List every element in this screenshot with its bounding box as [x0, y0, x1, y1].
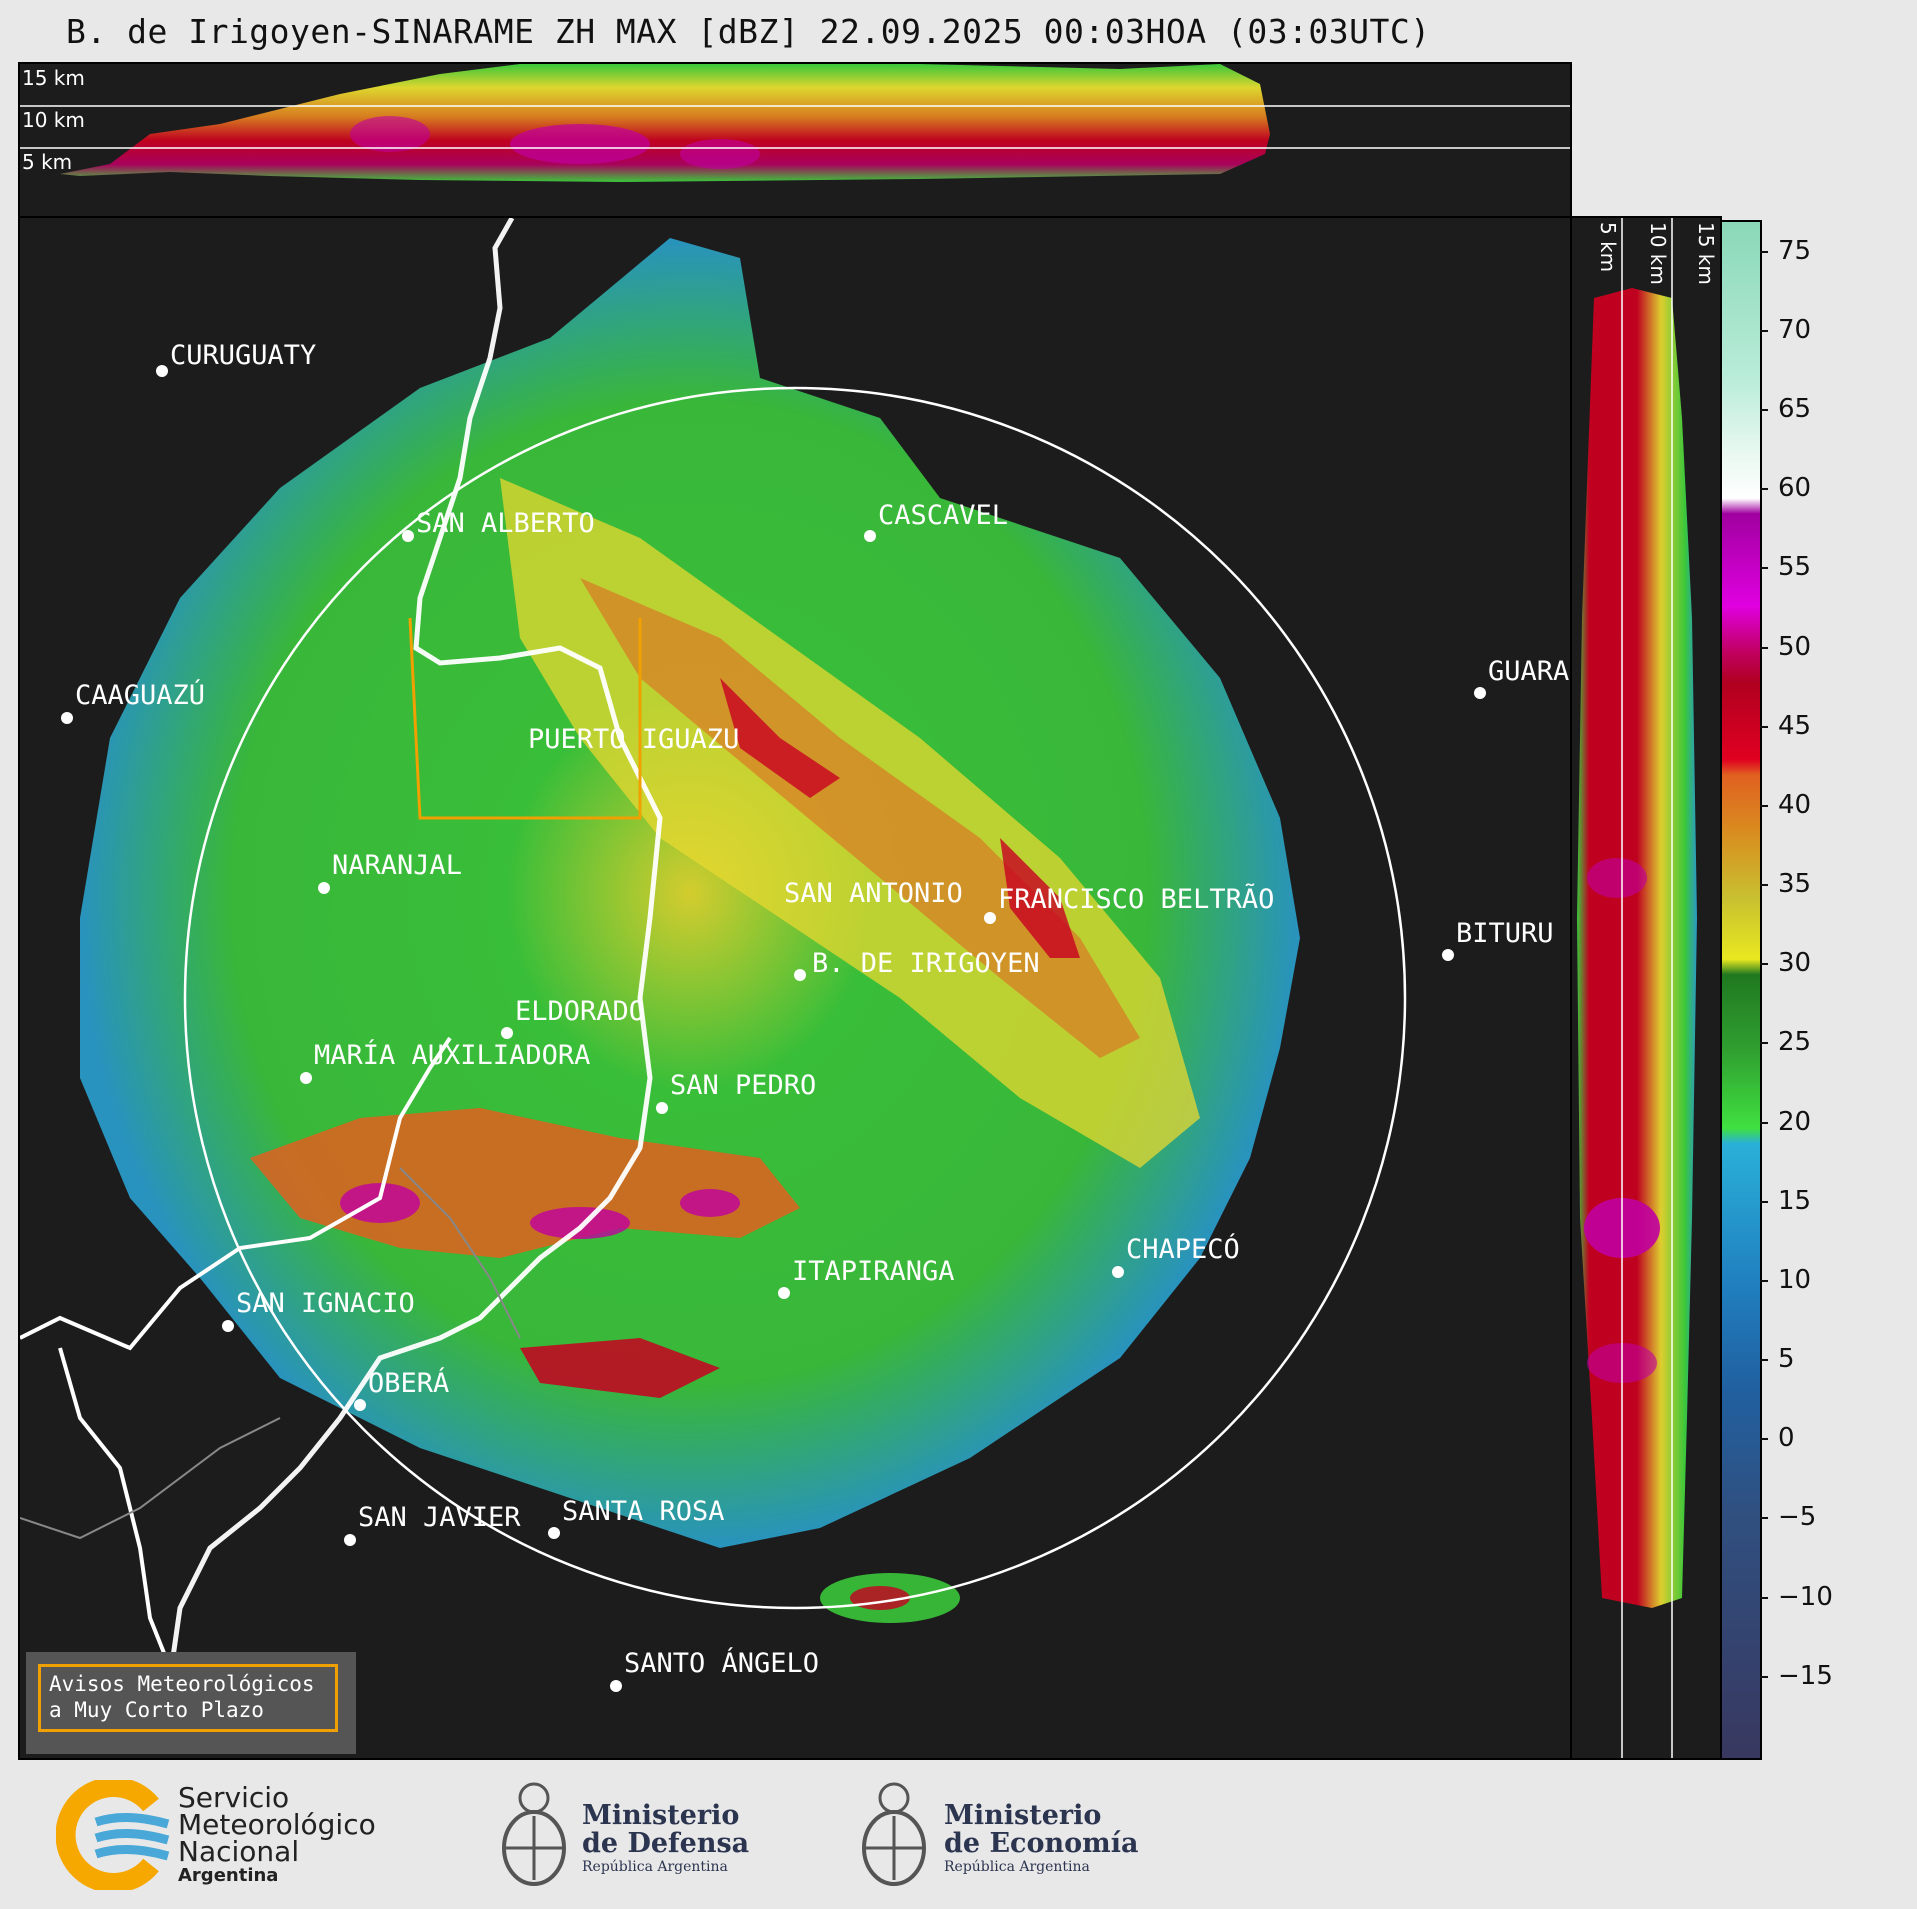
- city-label-francisco-beltrao: FRANCISCO BELTRÃO: [998, 884, 1275, 915]
- colorbar-tick-mark: [1760, 1279, 1768, 1282]
- colorbar-tick-mark: [1760, 804, 1768, 807]
- colorbar-tick-mark: [1760, 884, 1768, 887]
- radar-echo-layer: [20, 218, 1486, 1749]
- colorbar-tick-mark: [1760, 567, 1768, 570]
- colorbar-tick-mark: [1760, 646, 1768, 649]
- colorbar-tick-label: 15: [1778, 1185, 1812, 1216]
- economia-line-2: de Economía: [944, 1828, 1139, 1859]
- colorbar-tick-mark: [1760, 329, 1768, 332]
- colorbar-tick-label: 0: [1778, 1423, 1795, 1454]
- notice-line-1: Avisos Meteorológicos: [49, 1672, 315, 1696]
- city-label-san-ignacio: SAN IGNACIO: [236, 1288, 415, 1319]
- city-label-san-alberto: SAN ALBERTO: [416, 508, 595, 539]
- city-label-santo-angelo: SANTO ÁNGELO: [624, 1648, 820, 1679]
- page-title: B. de Irigoyen-SINARAME ZH MAX [dBZ] 22.…: [66, 12, 1431, 51]
- defensa-line-3: República Argentina: [582, 1859, 728, 1875]
- economia-logo-text: Ministerio de Economía República Argenti…: [944, 1802, 1138, 1876]
- defensa-line-1: Ministerio: [582, 1800, 740, 1831]
- city-label-san-antonio: SAN ANTONIO: [784, 878, 963, 909]
- notice-box: Avisos Meteorológicos a Muy Corto Plazo: [26, 1652, 356, 1754]
- radar-map: CURUGUATY SAN ALBERTO CASCAVEL CAAGUAZÚ …: [18, 216, 1572, 1760]
- city-markers: [61, 365, 1486, 1692]
- side-height-label-15km: 15 km: [1694, 222, 1718, 285]
- colorbar-tick-mark: [1760, 1438, 1768, 1441]
- colorbar-tick-mark: [1760, 1200, 1768, 1203]
- colorbar-tick-label: 45: [1778, 710, 1812, 741]
- smn-logo-icon: [56, 1780, 170, 1890]
- city-label-san-javier: SAN JAVIER: [358, 1502, 521, 1533]
- smn-line-2: Meteorológico: [178, 1808, 376, 1841]
- colorbar-tick-mark: [1760, 1596, 1768, 1599]
- side-cross-section-echo: [1577, 218, 1697, 1758]
- defensa-line-2: de Defensa: [582, 1828, 750, 1859]
- city-label-curuguaty: CURUGUATY: [170, 340, 317, 371]
- colorbar-tick-label: 55: [1778, 552, 1812, 583]
- city-label-chapeco: CHAPECÓ: [1126, 1234, 1240, 1265]
- economia-seal-icon: [862, 1782, 926, 1886]
- defensa-logo-text: Ministerio de Defensa República Argentin…: [582, 1802, 749, 1876]
- side-height-label-10km: 10 km: [1646, 222, 1670, 285]
- city-label-maria-auxiliadora: MARÍA AUXILIADORA: [314, 1040, 591, 1071]
- colorbar-tick-mark: [1760, 409, 1768, 412]
- colorbar-tick-mark: [1760, 250, 1768, 253]
- height-label-10km: 10 km: [22, 108, 85, 132]
- colorbar-tick-mark: [1760, 725, 1768, 728]
- notice-line-2: a Muy Corto Plazo: [49, 1698, 264, 1722]
- smn-line-4: Argentina: [178, 1865, 279, 1886]
- smn-logo-text: Servicio Meteorológico Nacional Argentin…: [178, 1784, 376, 1887]
- height-label-15km: 15 km: [22, 66, 85, 90]
- colorbar-tick-mark: [1760, 1675, 1768, 1678]
- colorbar-tick-label: 65: [1778, 394, 1812, 425]
- city-label-bituru: BITURU: [1456, 918, 1554, 949]
- colorbar-tick-mark: [1760, 1359, 1768, 1362]
- dbz-colorbar: [1720, 220, 1762, 1760]
- city-label-naranjal: NARANJAL: [332, 850, 463, 881]
- smn-line-1: Servicio: [178, 1781, 290, 1814]
- top-cross-section: 15 km 10 km 5 km: [18, 62, 1572, 218]
- colorbar-tick-mark: [1760, 1121, 1768, 1124]
- economia-line-3: República Argentina: [944, 1859, 1090, 1875]
- colorbar-tick-label: −10: [1778, 1581, 1833, 1612]
- city-label-guara: GUARA: [1488, 656, 1570, 687]
- side-height-label-5km: 5 km: [1596, 222, 1620, 273]
- colorbar-tick-mark: [1760, 1517, 1768, 1520]
- notice-frame: Avisos Meteorológicos a Muy Corto Plazo: [38, 1664, 338, 1732]
- colorbar-tick-label: 75: [1778, 235, 1812, 266]
- colorbar-tick-label: 20: [1778, 1106, 1812, 1137]
- colorbar-tick-mark: [1760, 963, 1768, 966]
- colorbar-tick-label: 35: [1778, 869, 1812, 900]
- colorbar-tick-label: 70: [1778, 314, 1812, 345]
- side-cross-section: 5 km 10 km 15 km: [1570, 216, 1722, 1760]
- city-label-santa-rosa: SANTA ROSA: [562, 1496, 725, 1527]
- city-label-san-pedro: SAN PEDRO: [670, 1070, 817, 1101]
- colorbar-tick-mark: [1760, 488, 1768, 491]
- economia-line-1: Ministerio: [944, 1800, 1102, 1831]
- colorbar-tick-mark: [1760, 1042, 1768, 1045]
- city-label-eldorado: ELDORADO: [515, 996, 646, 1027]
- city-label-itapiranga: ITAPIRANGA: [792, 1256, 955, 1287]
- colorbar-tick-label: 50: [1778, 631, 1812, 662]
- city-label-obera: OBERÁ: [368, 1368, 450, 1399]
- smn-line-3: Nacional: [178, 1835, 300, 1868]
- colorbar-tick-label: 60: [1778, 473, 1812, 504]
- city-label-caaguazu: CAAGUAZÚ: [75, 680, 206, 711]
- colorbar-tick-label: 10: [1778, 1264, 1812, 1295]
- city-label-puerto-iguazu: PUERTO IGUAZU: [528, 724, 740, 755]
- city-label-cascavel: CASCAVEL: [878, 500, 1009, 531]
- height-label-5km: 5 km: [22, 150, 73, 174]
- colorbar-tick-label: 5: [1778, 1344, 1795, 1375]
- colorbar-tick-label: −15: [1778, 1660, 1833, 1691]
- colorbar-tick-label: 40: [1778, 789, 1812, 820]
- colorbar-tick-label: 25: [1778, 1027, 1812, 1058]
- city-label-b-de-irigoyen: B. DE IRIGOYEN: [812, 948, 1040, 979]
- colorbar-tick-label: −5: [1778, 1502, 1817, 1533]
- top-cross-section-echo: [20, 64, 1570, 182]
- defensa-seal-icon: [502, 1782, 566, 1886]
- colorbar-tick-label: 30: [1778, 948, 1812, 979]
